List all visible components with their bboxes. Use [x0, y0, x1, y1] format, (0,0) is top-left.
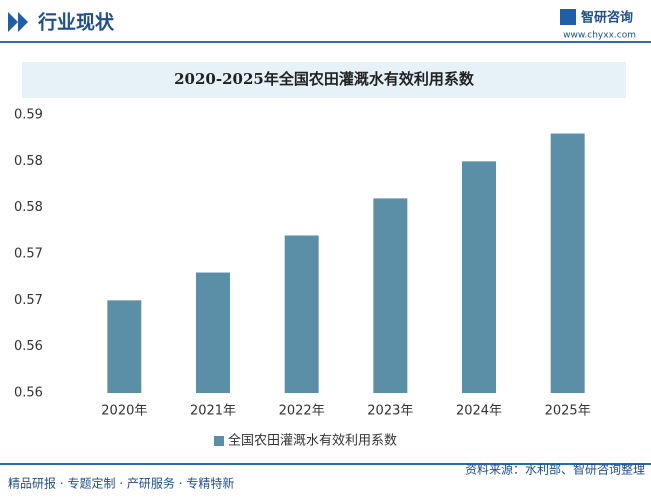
y-tick-label: 0.57 — [14, 247, 43, 262]
source: 资料来源：水利部、智研咨询整理 — [465, 462, 645, 477]
bar — [462, 161, 496, 393]
bar — [550, 133, 585, 394]
bar — [107, 300, 142, 393]
header-icon — [8, 12, 28, 32]
y-tick-label: 0.58 — [14, 154, 43, 169]
y-tick-label: 0.57 — [14, 293, 43, 308]
x-tick-label: 2024年 — [456, 404, 502, 419]
legend-label: 全国农田灌溉水有效利用系数 — [228, 433, 397, 449]
bar — [196, 272, 230, 393]
title-box — [22, 62, 626, 98]
x-tick-label: 2022年 — [279, 404, 325, 419]
footer-left: 精品研报 · 专题定制 · 产研服务 · 专精特新 — [8, 476, 234, 491]
brand-logo — [560, 9, 576, 25]
header-title: 行业现状 — [37, 11, 115, 34]
brand: 智研咨询 — [581, 10, 633, 26]
y-tick-label: 0.59 — [14, 108, 43, 123]
brand-url: www.chyxx.com — [563, 31, 636, 41]
x-tick-label: 2021年 — [190, 404, 236, 419]
x-tick-label: 2025年 — [545, 404, 591, 419]
bar — [373, 198, 408, 393]
y-tick-label: 0.58 — [14, 200, 43, 215]
chart-title: 2020-2025年全国农田灌溉水有效利用系数 — [174, 70, 475, 88]
legend-swatch — [214, 436, 224, 446]
x-tick-label: 2020年 — [101, 404, 147, 419]
footer — [0, 462, 651, 500]
y-tick-label: 0.56 — [14, 386, 43, 401]
y-tick-label: 0.56 — [14, 339, 43, 354]
x-tick-label: 2023年 — [367, 404, 413, 419]
bar — [284, 235, 319, 393]
